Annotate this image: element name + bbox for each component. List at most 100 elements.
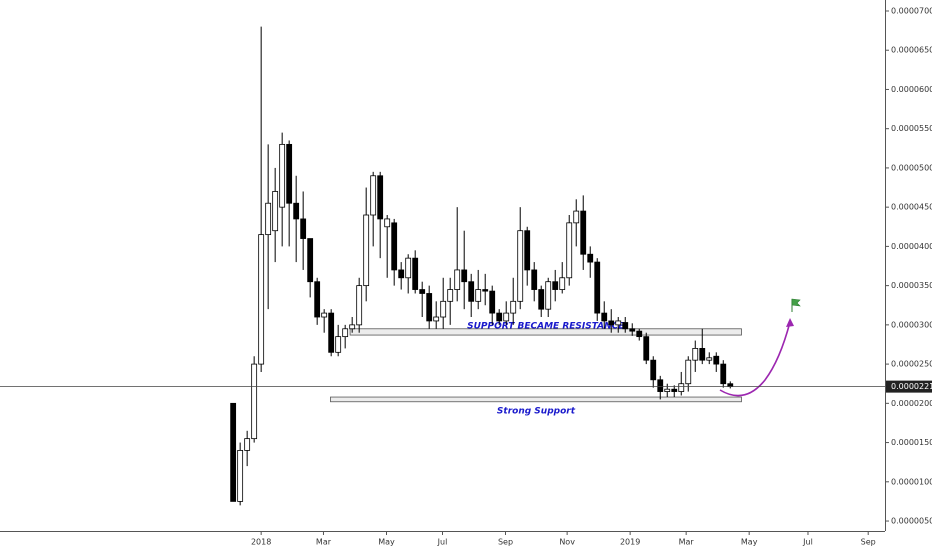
last-price-label: 0.00002213 [891, 382, 932, 391]
candle-body [384, 218, 391, 228]
candle-body [321, 312, 328, 318]
candle-body [636, 330, 643, 338]
candle-body [643, 336, 650, 361]
x-tick-label: May [378, 538, 395, 547]
candle-body [664, 388, 671, 392]
candle-body [587, 253, 594, 263]
candle-body [454, 269, 461, 290]
candle-body [363, 214, 370, 287]
candle-body [405, 257, 412, 279]
candle-body [692, 348, 699, 361]
x-tick-label: Jul [437, 538, 448, 547]
zone-label: Strong Support [497, 406, 576, 416]
candle-body [657, 379, 664, 392]
candle-body [356, 285, 363, 326]
candle-body [517, 230, 524, 302]
candle-body [545, 281, 552, 310]
x-tick-label: Nov [559, 538, 575, 547]
candles [230, 26, 734, 506]
candle-body [293, 202, 300, 220]
candle-body [608, 320, 615, 326]
candle-body [594, 261, 601, 314]
x-tick-label: 2018 [251, 538, 271, 547]
candle-body [727, 383, 734, 388]
candle-body [482, 289, 489, 292]
candle-body [244, 438, 251, 451]
candle-body [300, 218, 307, 239]
candle-body [601, 312, 608, 322]
candle-body [713, 355, 720, 365]
candle-body [615, 320, 622, 326]
candle-body [580, 210, 587, 255]
candle-body [237, 450, 244, 502]
x-tick-label: Sep [498, 538, 513, 547]
candle-body [412, 257, 419, 290]
zone-label: SUPPORT BECAME RESISTANCE [467, 321, 625, 331]
candle-body [286, 143, 293, 204]
candle-body [433, 316, 440, 322]
candle-body [538, 289, 545, 310]
candle-body [510, 300, 517, 314]
candle-body [706, 357, 713, 361]
candle-body [622, 322, 629, 330]
candle-body [272, 191, 279, 232]
flag [791, 298, 801, 307]
candle-body [489, 290, 496, 314]
candle-body [650, 359, 657, 381]
x-tick-label: Mar [316, 538, 332, 547]
candle-body [377, 175, 384, 220]
x-tick-label: Jul [802, 538, 813, 547]
candle-body [678, 383, 685, 392]
candle-body [307, 238, 314, 283]
candle-body [573, 210, 580, 224]
candle-body [426, 293, 433, 322]
arrow-head [786, 318, 794, 327]
candle-body [391, 222, 398, 271]
zones: SUPPORT BECAME RESISTANCE Strong Support [330, 321, 742, 416]
candle-body [279, 143, 286, 208]
candle-body [496, 312, 503, 322]
zone-box [330, 396, 742, 403]
candle-body [440, 300, 447, 318]
candle-body [685, 359, 692, 385]
x-tick-label: May [741, 538, 758, 547]
candle-body [314, 281, 321, 318]
candle-body [230, 402, 237, 502]
candle-body [720, 363, 727, 385]
x-tick-label: Mar [679, 538, 695, 547]
x-tick-label: 2019 [620, 538, 640, 547]
candle-body [328, 312, 335, 353]
candle-body [671, 388, 678, 392]
candle-body [503, 312, 510, 322]
candle-body [629, 328, 636, 332]
candle-body [475, 289, 482, 302]
candle-body [468, 281, 475, 302]
y-tick-label: 0.00007000 [891, 6, 932, 15]
candle-body [349, 324, 356, 330]
candle-body [335, 336, 342, 353]
candle-body [342, 328, 349, 338]
projection-arrow [719, 321, 791, 397]
candle-body [552, 281, 559, 290]
candle-body [524, 230, 531, 271]
candle-body [531, 269, 538, 290]
candle-body [419, 289, 426, 294]
candle-body [566, 222, 573, 279]
zone-box [349, 328, 742, 336]
candle-body [447, 289, 454, 302]
last-price-tag [886, 380, 932, 393]
